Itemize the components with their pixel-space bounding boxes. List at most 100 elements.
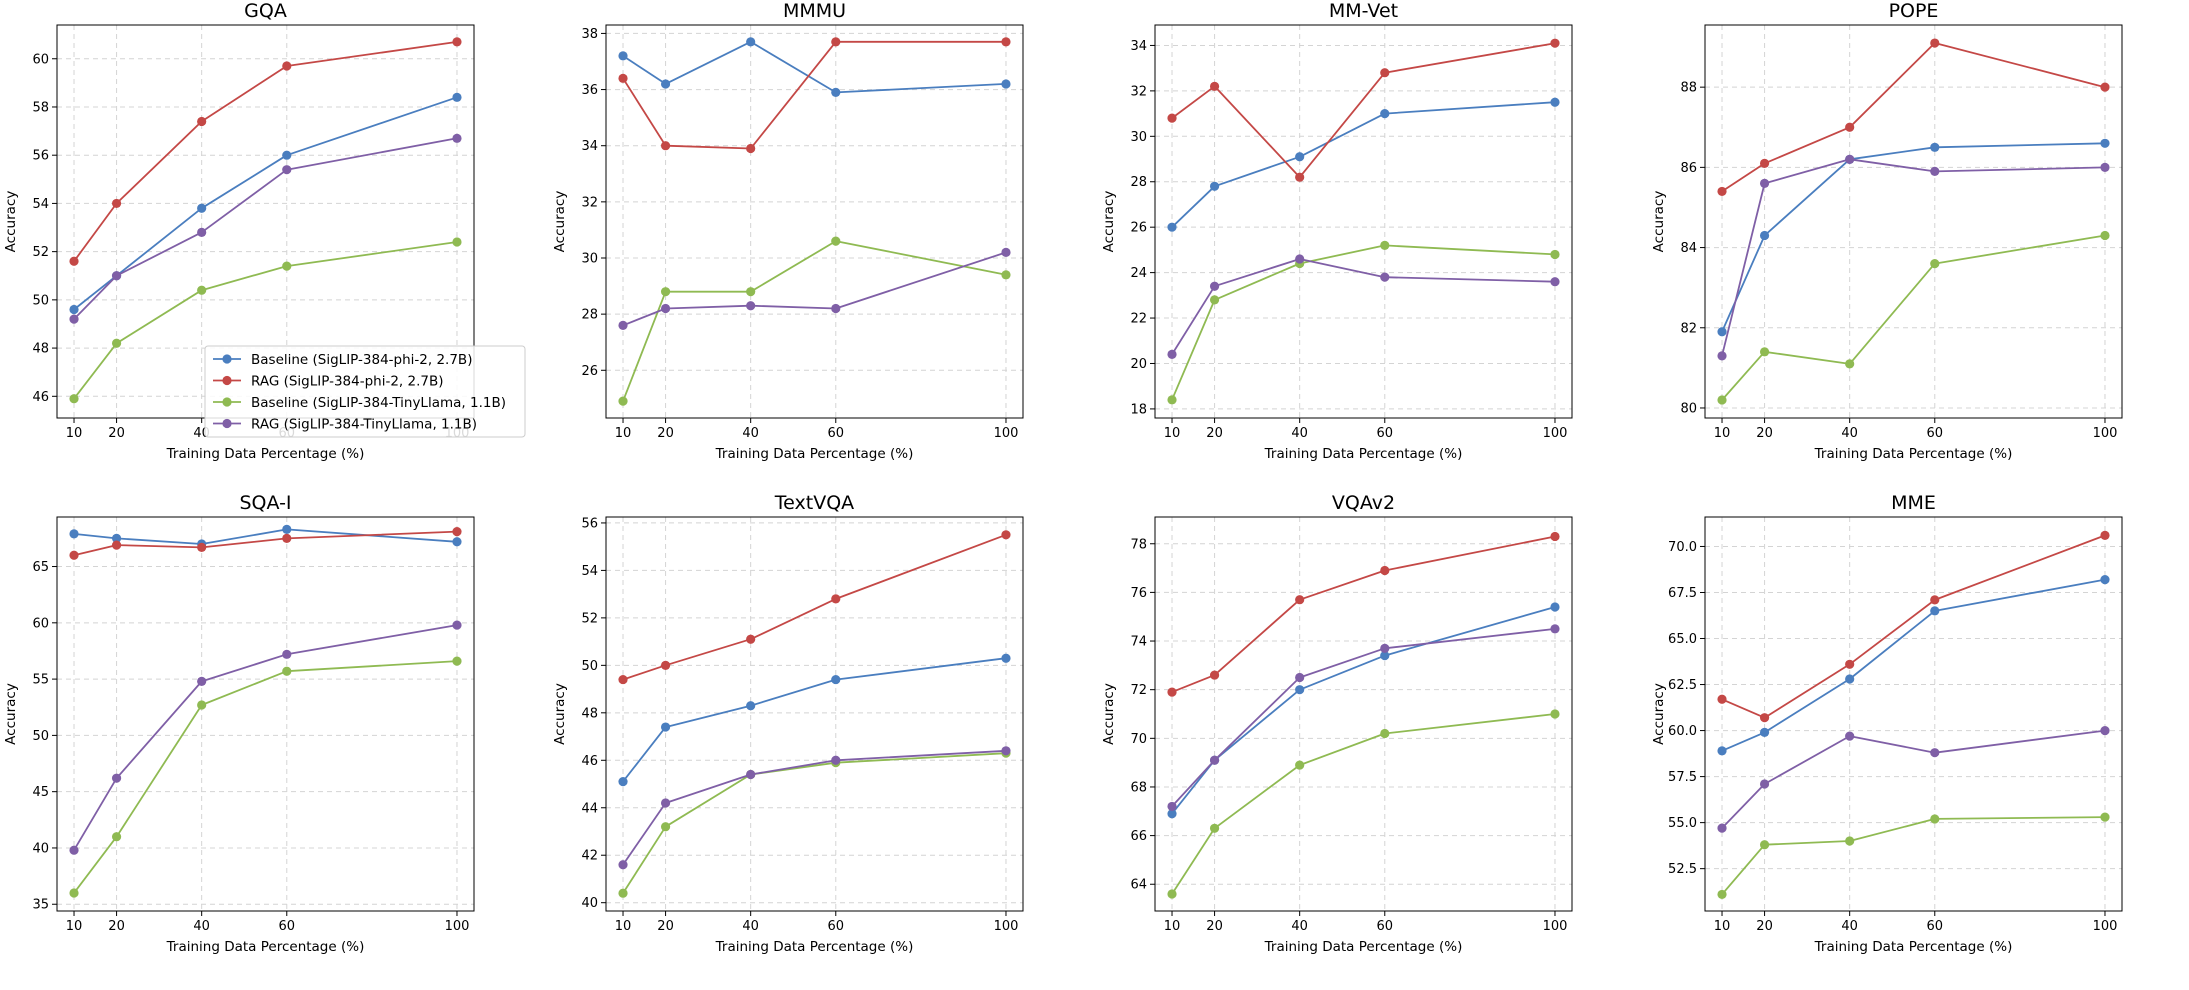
legend-entry-label: RAG (SigLIP-384-phi-2, 2.7B) <box>251 373 444 389</box>
data-point-baseline-siglip-384-phi-2-2-7b <box>1001 79 1011 89</box>
data-point-baseline-siglip-384-phi-2-2-7b <box>1759 727 1770 738</box>
axes-frame <box>1154 24 1573 419</box>
y-tick-label: 42 <box>581 849 598 864</box>
data-point-rag-siglip-384-tinyllama-1-1b <box>1717 351 1727 361</box>
data-point-rag-siglip-384-tinyllama-1-1b <box>452 620 462 630</box>
chart-title: MME <box>1891 492 1936 514</box>
series-line-rag-siglip-384-tinyllama-1-1b <box>73 137 458 320</box>
x-tick-label: 100 <box>1543 919 1568 934</box>
data-point-rag-siglip-384-tinyllama-1-1b <box>746 769 756 780</box>
data-point-baseline-siglip-384-tinyllama-1-1b <box>1380 240 1390 250</box>
data-point-baseline-siglip-384-phi-2-2-7b <box>282 150 292 160</box>
data-point-baseline-siglip-384-tinyllama-1-1b <box>1759 347 1770 357</box>
y-tick-label: 54 <box>32 197 49 212</box>
data-point-baseline-siglip-384-tinyllama-1-1b <box>831 236 841 246</box>
data-point-rag-siglip-384-tinyllama-1-1b <box>1845 154 1855 164</box>
data-point-rag-siglip-384-phi-2-2-7b <box>69 550 79 560</box>
data-point-baseline-siglip-384-phi-2-2-7b <box>111 533 122 543</box>
y-tick-label: 40 <box>32 841 49 856</box>
y-tick-label: 52 <box>581 611 598 626</box>
axes-frame <box>56 516 475 912</box>
data-point-baseline-siglip-384-phi-2-2-7b <box>618 51 628 61</box>
chart-textvqa: 10 20 40 60 100 40 42 44 46 48 50 52 54 56 TextVQA Trai… <box>552 492 1024 955</box>
x-axis-label: Training Data Percentage (%) <box>1814 446 2013 462</box>
data-point-baseline-siglip-384-tinyllama-1-1b <box>2100 812 2110 822</box>
data-point-rag-siglip-384-phi-2-2-7b <box>1167 687 1177 697</box>
y-tick-label: 22 <box>1130 312 1147 327</box>
y-tick-label: 18 <box>1130 402 1147 417</box>
data-point-rag-siglip-384-phi-2-2-7b <box>660 660 671 670</box>
data-point-baseline-siglip-384-tinyllama-1-1b <box>1167 889 1177 899</box>
x-tick-label: 10 <box>1714 919 1731 934</box>
data-point-rag-siglip-384-phi-2-2-7b <box>618 73 628 83</box>
data-point-rag-siglip-384-phi-2-2-7b <box>1167 113 1177 123</box>
chart-mmmu: 10 20 40 60 100 26 28 30 32 34 36 38 MMMU Training Da… <box>552 0 1024 462</box>
y-tick-label: 52 <box>32 245 49 260</box>
data-point-baseline-siglip-384-tinyllama-1-1b <box>282 261 292 271</box>
y-axis-label: Accuracy <box>552 191 568 253</box>
data-point-rag-siglip-384-tinyllama-1-1b <box>1550 624 1560 634</box>
data-point-rag-siglip-384-tinyllama-1-1b <box>69 845 79 855</box>
data-point-rag-siglip-384-tinyllama-1-1b <box>1295 672 1305 683</box>
data-point-rag-siglip-384-phi-2-2-7b <box>2100 530 2110 541</box>
series-line-rag-siglip-384-tinyllama-1-1b <box>1721 729 2106 829</box>
series-line-baseline-siglip-384-tinyllama-1-1b <box>622 752 1007 894</box>
series-line-baseline-siglip-384-phi-2-2-7b <box>1721 142 2106 333</box>
axes-frame <box>1704 516 2123 912</box>
y-tick-label: 60 <box>32 616 49 631</box>
x-tick-label: 40 <box>1841 426 1858 441</box>
data-point-baseline-siglip-384-tinyllama-1-1b <box>452 237 462 247</box>
y-tick-label: 78 <box>1130 537 1147 552</box>
y-axis-label: Accuracy <box>1651 683 1667 745</box>
data-point-rag-siglip-384-phi-2-2-7b <box>1550 38 1560 48</box>
y-tick-label: 50 <box>581 659 598 674</box>
data-point-baseline-siglip-384-tinyllama-1-1b <box>197 285 207 295</box>
y-tick-label: 60 <box>32 52 49 67</box>
x-tick-label: 10 <box>1164 919 1181 934</box>
y-tick-label: 80 <box>1680 401 1697 416</box>
series-line-baseline-siglip-384-phi-2-2-7b <box>73 528 458 545</box>
y-tick-label: 26 <box>1130 221 1147 236</box>
x-tick-label: 60 <box>1927 426 1944 441</box>
x-tick-label: 20 <box>1756 426 1773 441</box>
legend-marker-rag-siglip-384-tinyllama-1-1b <box>222 418 232 429</box>
y-tick-label: 68 <box>1130 780 1147 795</box>
data-point-rag-siglip-384-tinyllama-1-1b <box>1845 731 1855 741</box>
data-point-rag-siglip-384-tinyllama-1-1b <box>618 860 628 870</box>
x-axis-label: Training Data Percentage (%) <box>715 446 914 462</box>
y-tick-label: 88 <box>1680 81 1697 96</box>
data-point-rag-siglip-384-tinyllama-1-1b <box>111 773 122 783</box>
data-point-rag-siglip-384-phi-2-2-7b <box>746 634 756 644</box>
data-point-rag-siglip-384-tinyllama-1-1b <box>660 303 671 314</box>
y-tick-label: 70.0 <box>1668 540 1697 555</box>
x-tick-label: 10 <box>615 426 632 441</box>
data-point-baseline-siglip-384-phi-2-2-7b <box>1845 674 1855 684</box>
data-point-baseline-siglip-384-tinyllama-1-1b <box>69 888 79 898</box>
legend-marker-baseline-siglip-384-phi-2-2-7b <box>222 354 232 364</box>
y-tick-label: 74 <box>1130 635 1147 650</box>
data-point-rag-siglip-384-phi-2-2-7b <box>1001 530 1011 540</box>
y-tick-label: 48 <box>32 342 49 357</box>
axes-frame <box>605 516 1024 912</box>
data-point-rag-siglip-384-phi-2-2-7b <box>1001 37 1011 47</box>
x-axis-label: Training Data Percentage (%) <box>1264 939 1463 955</box>
data-point-baseline-siglip-384-tinyllama-1-1b <box>2100 230 2110 241</box>
x-tick-label: 60 <box>828 919 845 934</box>
series-line-rag-siglip-384-phi-2-2-7b <box>1721 534 2106 719</box>
data-point-baseline-siglip-384-phi-2-2-7b <box>1717 327 1727 337</box>
series-line-baseline-siglip-384-tinyllama-1-1b <box>622 240 1007 402</box>
chart-title: MMMU <box>783 0 846 22</box>
x-tick-label: 40 <box>742 919 759 934</box>
data-point-rag-siglip-384-phi-2-2-7b <box>618 674 628 685</box>
series-line-rag-siglip-384-phi-2-2-7b <box>622 40 1006 150</box>
axes-frame <box>1704 24 2123 419</box>
chart-title: MM-Vet <box>1329 0 1398 22</box>
chart-title: TextVQA <box>774 492 854 514</box>
data-point-rag-siglip-384-phi-2-2-7b <box>1550 531 1560 542</box>
axes-frame <box>605 24 1024 419</box>
chart-pope: 10 20 40 60 100 80 82 84 86 88 POPE Training Data P… <box>1651 0 2123 462</box>
series-line-rag-siglip-384-tinyllama-1-1b <box>1171 628 1556 808</box>
data-point-rag-siglip-384-phi-2-2-7b <box>69 256 79 266</box>
x-tick-label: 100 <box>2093 426 2118 441</box>
data-point-rag-siglip-384-phi-2-2-7b <box>1209 670 1220 680</box>
